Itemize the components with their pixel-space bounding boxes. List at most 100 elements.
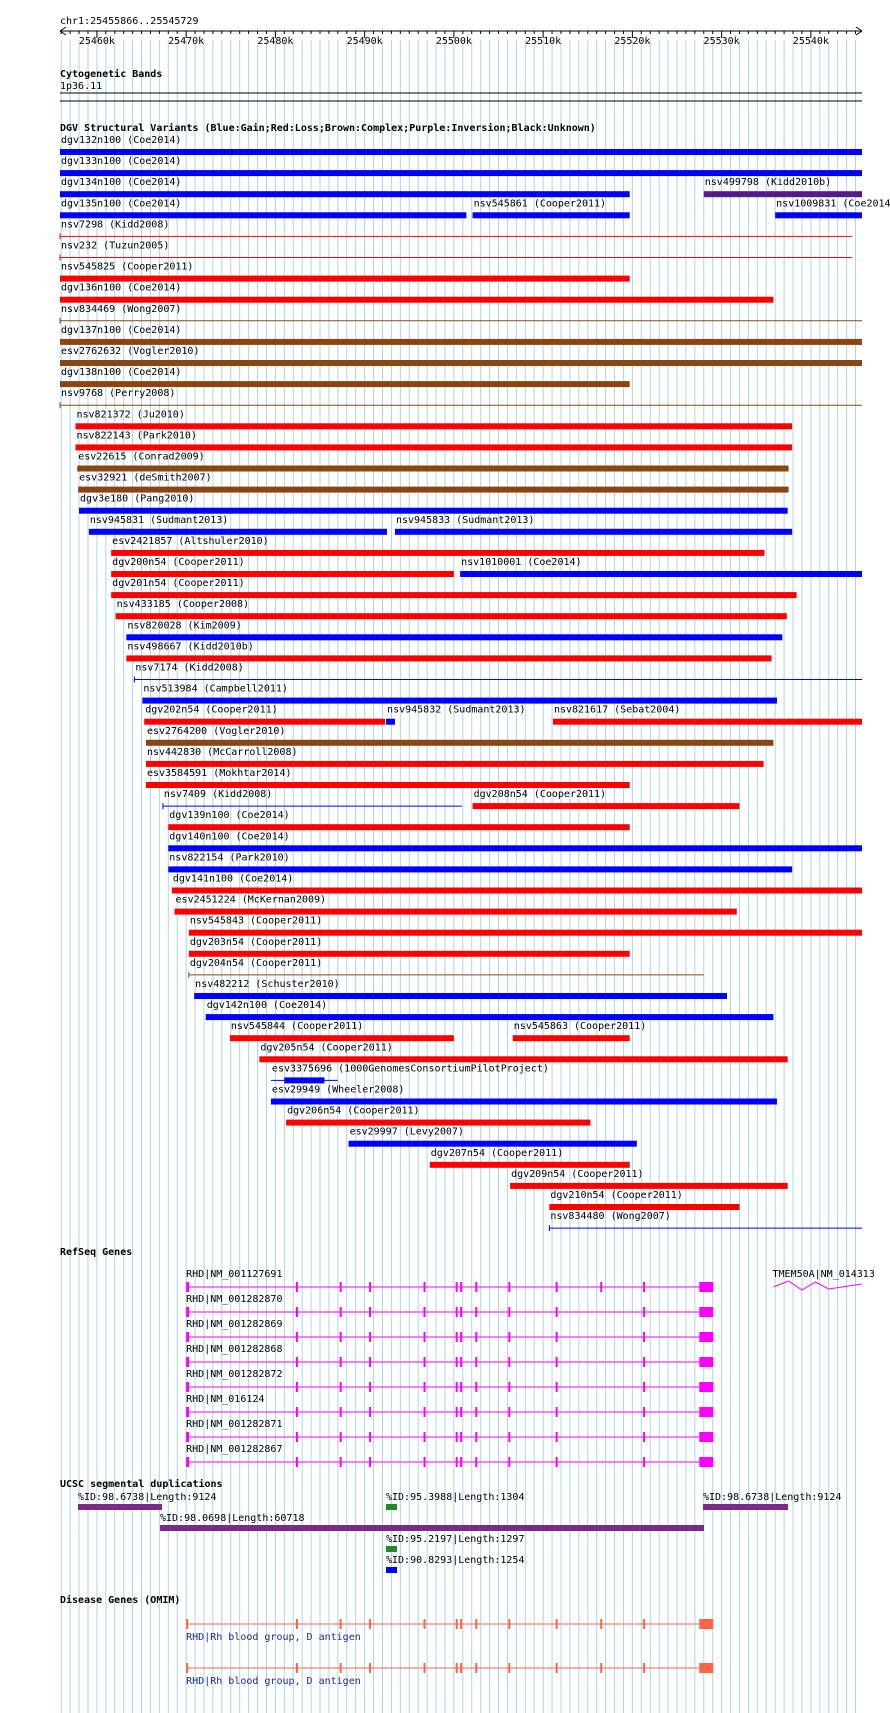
sv-label: nsv834480 (Wong2007) — [550, 1211, 670, 1222]
sv-label: nsv822143 (Park2010) — [76, 430, 196, 441]
sv-label: esv29997 (Levy2007) — [350, 1127, 464, 1138]
sv-bar-gain — [386, 718, 395, 725]
sv-bar-loss — [188, 929, 862, 936]
sv-bar-loss — [115, 613, 787, 620]
sv-bar-gain — [168, 845, 863, 852]
sv-bar-loss — [111, 549, 765, 556]
exon-block — [643, 1382, 646, 1392]
exon-block — [475, 1432, 478, 1442]
sv-bar-complex — [78, 486, 789, 493]
exon-block — [460, 1332, 463, 1342]
segdup-bar — [78, 1504, 162, 1510]
sv-bar-gain — [472, 212, 630, 219]
exon-block — [699, 1382, 714, 1392]
exon-block — [460, 1357, 463, 1367]
sv-bar-gain — [168, 866, 793, 873]
exon-block — [339, 1457, 342, 1467]
sv-label: nsv7409 (Kidd2008) — [164, 789, 272, 800]
omim-exon — [423, 1663, 426, 1673]
ruler-right-arrow — [855, 26, 863, 36]
ruler-tick-label: 25460k — [79, 36, 115, 47]
sv-label: esv2762632 (Vogler2010) — [61, 346, 199, 357]
sv-label: nsv545825 (Cooper2011) — [61, 262, 193, 273]
transcript-label: RHD|NM_001282872 — [186, 1369, 282, 1380]
sv-label: dgv137n100 (Coe2014) — [61, 325, 181, 336]
sv-bar-gain — [775, 212, 862, 219]
exon-block — [555, 1407, 558, 1417]
sv-bar-gain — [194, 993, 727, 999]
exon-block — [423, 1382, 426, 1392]
exon-block — [699, 1307, 714, 1317]
exon-block — [369, 1432, 372, 1442]
exon-block — [295, 1432, 298, 1442]
sv-bar-loss — [60, 296, 774, 303]
segdup-bar — [160, 1525, 704, 1531]
exon-block — [508, 1407, 511, 1417]
segdup-label: %ID:90.8293|Length:1254 — [386, 1555, 524, 1566]
sv-label: dgv205n54 (Cooper2011) — [260, 1042, 392, 1053]
refseq-track-title: RefSeq Genes — [60, 1247, 132, 1258]
exon-block — [295, 1307, 298, 1317]
transcript-label: TMEM50A|NM_014313 — [772, 1269, 874, 1280]
sv-bar-loss — [111, 592, 797, 599]
sv-bar-loss — [174, 908, 737, 915]
omim-exon — [643, 1619, 646, 1629]
exon-block — [339, 1307, 342, 1317]
sv-label: dgv203n54 (Cooper2011) — [190, 937, 322, 948]
sv-label: esv2421857 (Altshuler2010) — [112, 536, 269, 547]
omim-exon — [460, 1663, 463, 1673]
exon-block — [339, 1332, 342, 1342]
omim-exon — [455, 1663, 458, 1673]
omim-exon — [555, 1619, 558, 1629]
exon-block — [475, 1307, 478, 1317]
omim-exon — [339, 1619, 342, 1629]
ruler-region-label: chr1:25455866..25545729 — [60, 16, 198, 27]
sv-label: nsv9768 (Perry2008) — [61, 388, 175, 399]
segdup-features: %ID:98.6738|Length:9124 %ID:95.3988|Lengt… — [78, 1492, 841, 1573]
exon-block — [186, 1357, 190, 1367]
exon-block — [369, 1357, 372, 1367]
sv-label: nsv945831 (Sudmant2013) — [90, 515, 228, 526]
exon-block — [186, 1332, 190, 1342]
sv-bar-loss — [75, 423, 793, 430]
exon-block — [295, 1357, 298, 1367]
exon-block — [455, 1432, 458, 1442]
segdup-label: %ID:98.6738|Length:9124 — [703, 1492, 841, 1503]
sv-bar-loss — [144, 718, 386, 725]
sv-bar-loss — [510, 1182, 788, 1189]
exon-block — [555, 1282, 558, 1292]
exon-block — [186, 1407, 190, 1417]
sv-bar-gain — [79, 507, 788, 514]
omim-track-title: Disease Genes (OMIM) — [60, 1594, 180, 1606]
sv-label: dgv3e180 (Pang2010) — [80, 494, 194, 505]
dgv-track-title: DGV Structural Variants (Blue:Gain;Red:L… — [60, 122, 596, 134]
sv-label: nsv945833 (Sudmant2013) — [396, 515, 534, 526]
exon-block — [339, 1357, 342, 1367]
segdup-label: %ID:98.0698|Length:60718 — [160, 1513, 305, 1524]
cytoband-track-title: Cytogenetic Bands — [60, 68, 162, 80]
omim-exon — [475, 1619, 478, 1629]
sv-label: dgv206n54 (Cooper2011) — [287, 1106, 419, 1117]
exon-block — [455, 1307, 458, 1317]
omim-exon — [186, 1619, 189, 1629]
exon-block — [186, 1307, 190, 1317]
sv-bar-loss — [126, 655, 772, 662]
omim-exon — [460, 1619, 463, 1629]
sv-bar-gain — [284, 1077, 325, 1084]
transcript-label: RHD|NM_001282868 — [186, 1344, 282, 1355]
sv-label: nsv442830 (McCarroll2008) — [147, 747, 298, 758]
cytoband-track: Cytogenetic Bands 1p36.11 — [60, 68, 862, 102]
sv-label: nsv820028 (Kim2009) — [127, 620, 241, 631]
sv-bar-complex — [77, 465, 789, 472]
exon-block — [475, 1332, 478, 1342]
dgv-features: dgv132n100 (Coe2014) dgv133n100 (Coe2014)… — [59, 135, 890, 1232]
exon-block — [455, 1357, 458, 1367]
sv-bar-loss — [229, 1035, 454, 1042]
exon-block — [508, 1332, 511, 1342]
exon-block — [423, 1407, 426, 1417]
segdup-track: UCSC segmental duplications %ID:98.6738|… — [60, 1478, 841, 1573]
exon-block — [455, 1282, 458, 1292]
exon-block — [455, 1332, 458, 1342]
sv-label: nsv821372 (Ju2010) — [76, 409, 184, 420]
exon-block — [600, 1282, 603, 1292]
